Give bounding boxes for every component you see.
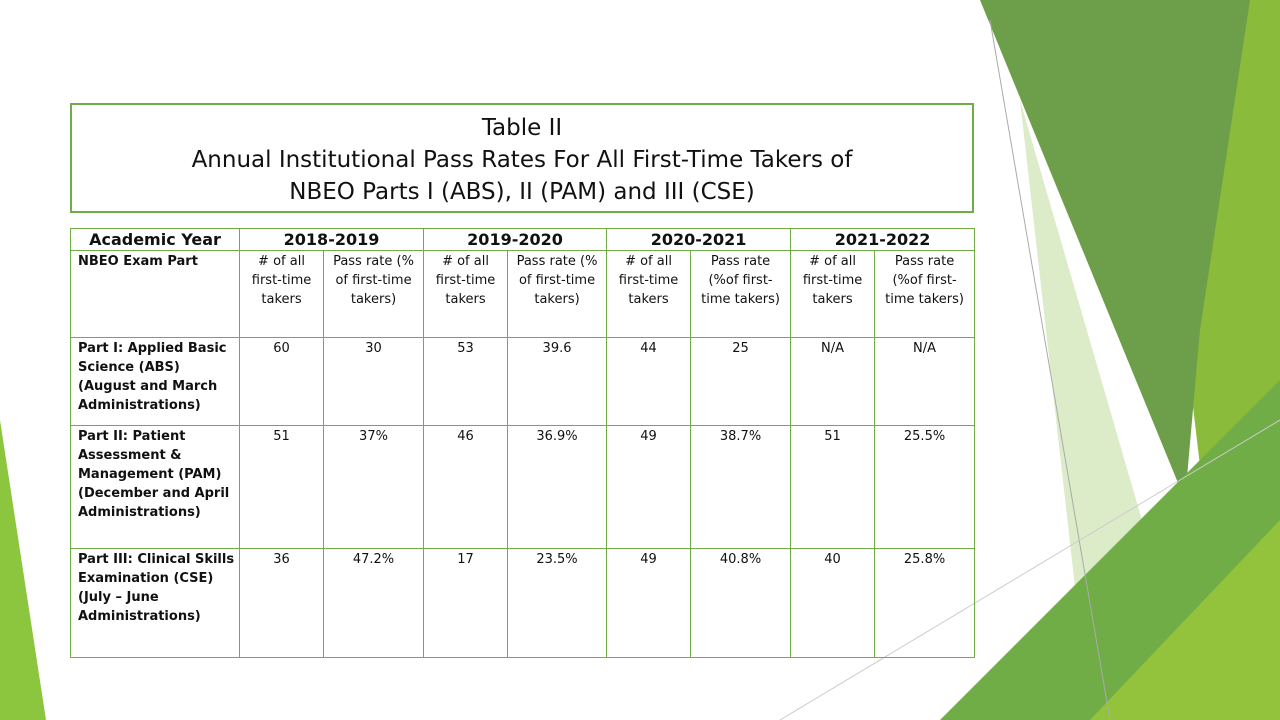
cell: 49 [606, 548, 692, 658]
data-row: Part II: Patient Assessment & Management… [70, 425, 976, 549]
header-cell: 2020-2021 [606, 228, 792, 251]
cell: 25.8% [874, 548, 976, 658]
shape [1090, 520, 1280, 720]
cell: 37% [322, 425, 425, 549]
title: Annual Institutional Pass Rates For All … [191, 147, 853, 173]
cell: 40.8% [690, 548, 792, 658]
table: Academic Year 2018-2019 2019-2020 2020-2021… [70, 228, 976, 658]
cell: 36.9% [507, 425, 608, 549]
cell: 39.6 [507, 337, 608, 426]
shape [980, 0, 1250, 500]
cell: 51 [239, 425, 324, 549]
cell: 17 [423, 548, 509, 658]
row-label-line: Part I: Applied Basic Science (ABS) [78, 341, 227, 375]
header-cell: NBEO Exam Part [70, 250, 240, 338]
header-cell: # of all first-time takers [790, 250, 876, 338]
cell: 23.5% [507, 548, 608, 658]
title-box: Table II Annual Institutional Pass Rates… [70, 103, 974, 213]
subheader-row: NBEO Exam Part # of all first-time takers… [70, 250, 976, 338]
line [779, 419, 1280, 720]
data-row: Part III: Clinical Skills Examination (C… [70, 548, 976, 658]
row-label-line: (August and March Administrations) [78, 379, 218, 413]
header-cell: 2021-2022 [790, 228, 976, 251]
header-row: Academic Year 2018-2019 2019-2020 2020-2021… [70, 228, 976, 251]
cell: 51 [790, 425, 876, 549]
header-cell: Pass rate (% of first-time takers) [322, 250, 425, 338]
data-row: Part I: Applied Basic Science (ABS) (Augu… [70, 337, 976, 426]
cell: 38.7% [690, 425, 792, 549]
cell: 25.5% [874, 425, 976, 549]
row-label: Part III: Clinical Skills Examination (C… [70, 548, 240, 658]
cell: 53 [423, 337, 509, 426]
header-cell: # of all first-time takers [606, 250, 692, 338]
cell: 47.2% [322, 548, 425, 658]
row-label-line: Part III: Clinical Skills Examination (C… [78, 552, 235, 586]
row-label: Part II: Patient Assessment & Management… [70, 425, 240, 549]
cell: N/A [790, 337, 876, 426]
header-cell: Academic Year [70, 228, 240, 251]
cell: 36 [239, 548, 324, 658]
cell: N/A [874, 337, 976, 426]
header-cell: # of all first-time takers [239, 250, 324, 338]
title: Table II [481, 115, 563, 141]
row-label: Part I: Applied Basic Science (ABS) (Augu… [70, 337, 240, 426]
row-label-line: (July – June Administrations) [78, 590, 201, 624]
cell: 25 [690, 337, 792, 426]
header-cell: # of all first-time takers [423, 250, 509, 338]
header-cell: 2018-2019 [238, 228, 425, 251]
cell: 46 [423, 425, 509, 549]
line [989, 19, 1111, 720]
cell: 60 [239, 337, 324, 426]
header-cell: Pass rate (%of first-time takers) [690, 250, 792, 338]
header-cell: 2019-2020 [423, 228, 608, 251]
title: NBEO Parts I (ABS), II (PAM) and III (CS… [289, 179, 755, 205]
cell: 30 [322, 337, 425, 426]
header-cell: Pass rate (% of first-time takers) [507, 250, 608, 338]
row-label-line: Part II: Patient Assessment & Management… [78, 429, 222, 482]
header-cell: Pass rate (%of first-time takers) [874, 250, 976, 338]
shape [0, 420, 46, 720]
cell: 40 [790, 548, 876, 658]
row-label-line: (December and April Administrations) [78, 486, 230, 520]
cell: 49 [606, 425, 692, 549]
cell: 44 [606, 337, 692, 426]
